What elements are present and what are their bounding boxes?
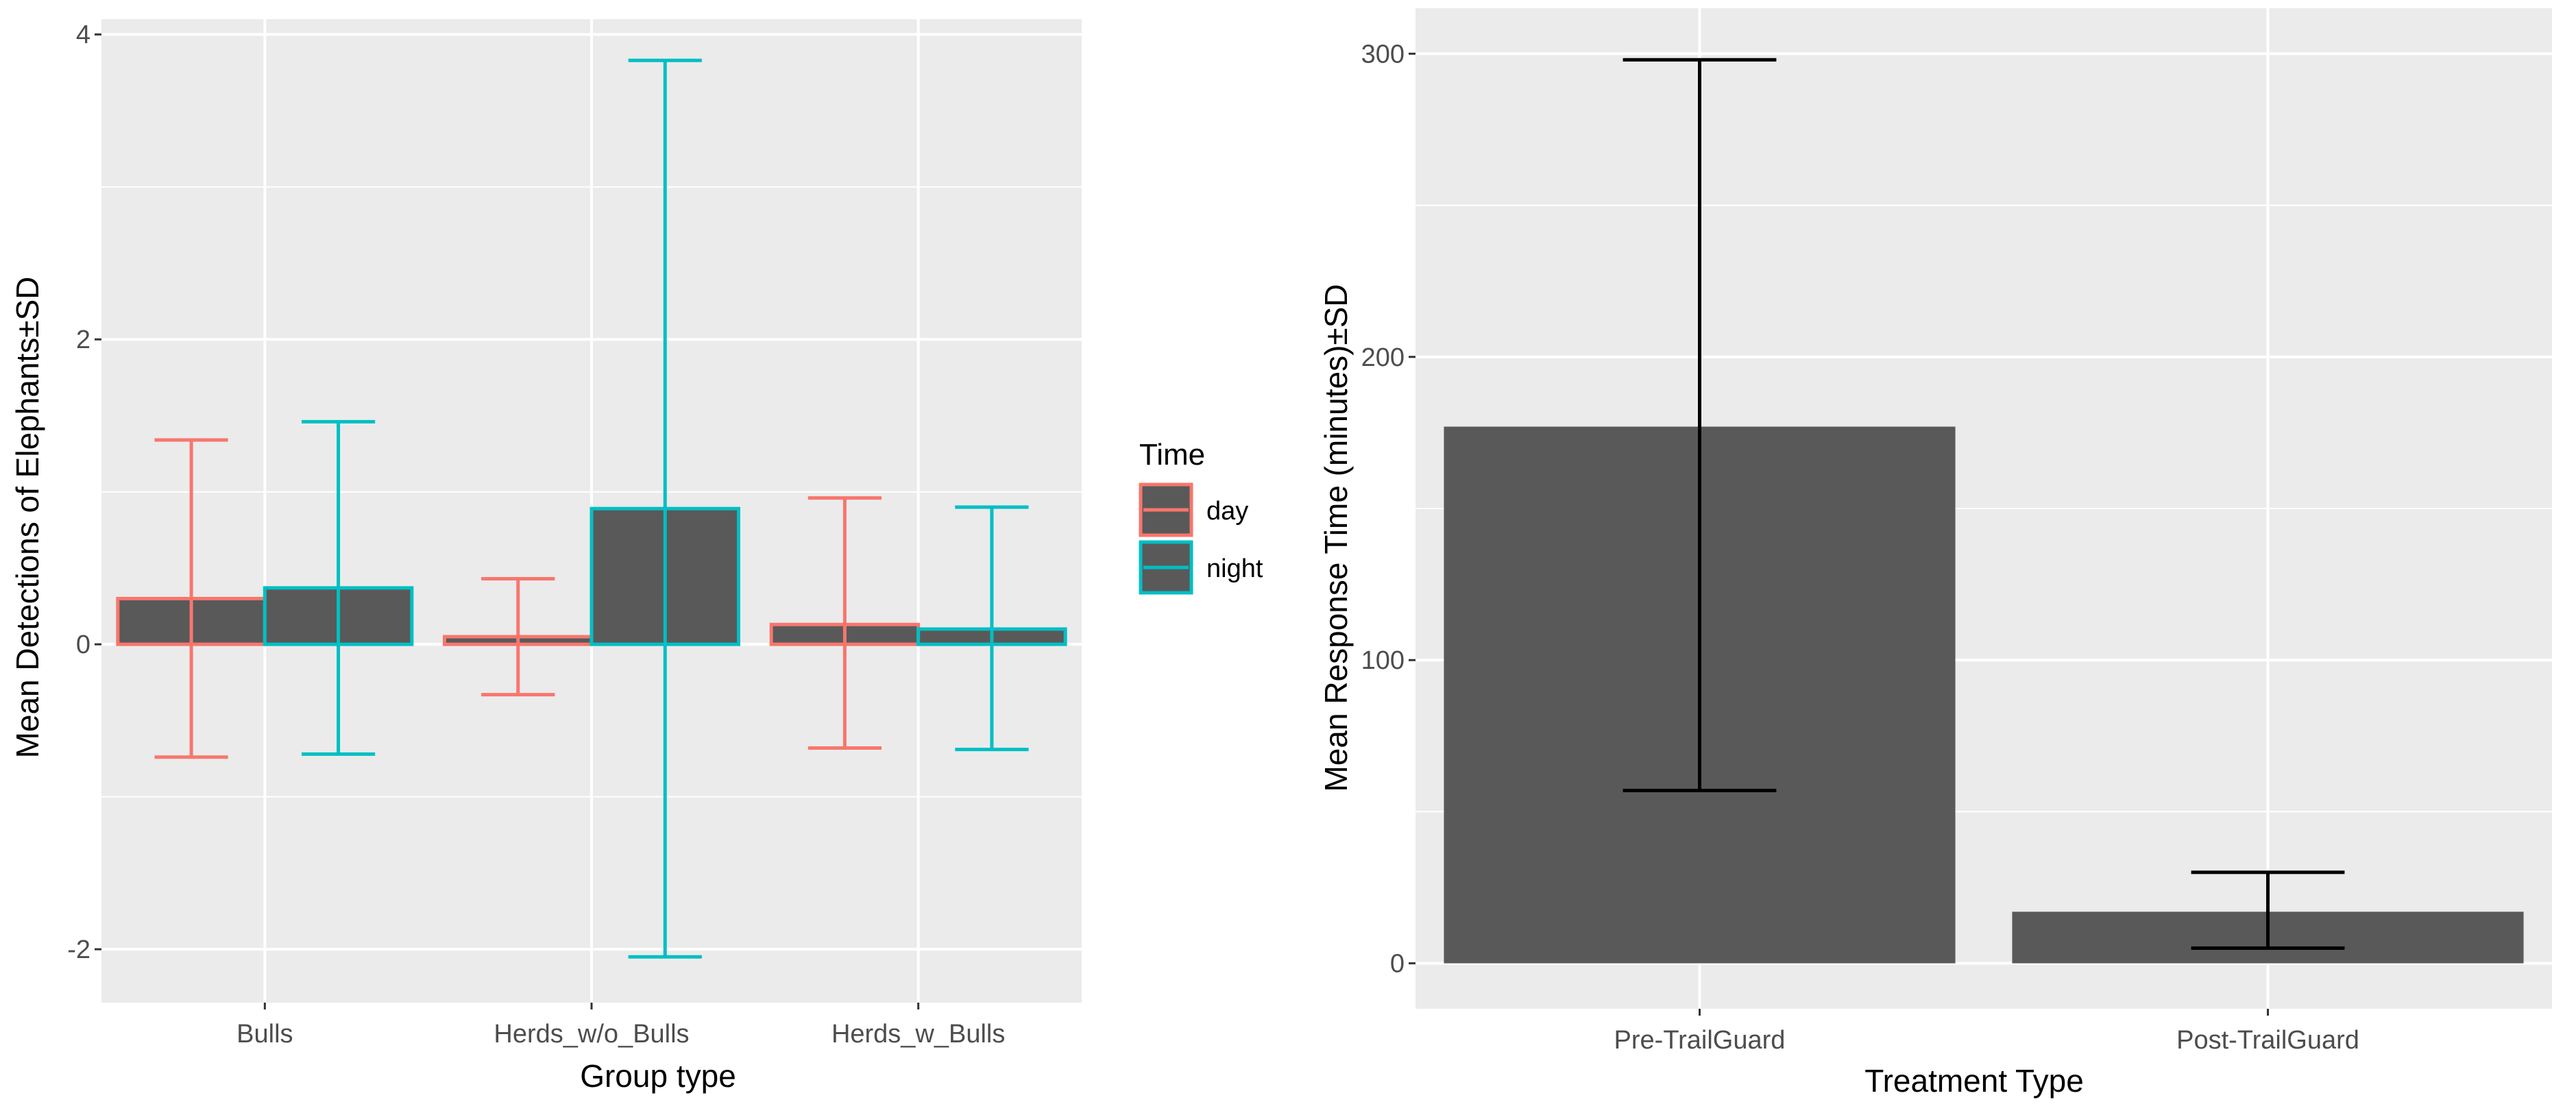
error-bar-post-trailguard (2191, 870, 2345, 951)
legend-item-night: night (1139, 540, 1263, 595)
x-tick-label-herds-w-o-bulls: Herds_w/o_Bulls (494, 1020, 689, 1049)
error-bar-day-bulls (154, 438, 228, 759)
y-axis-title: Mean Response Time (minutes)±SD (1318, 284, 1354, 792)
x-tick-label-pre-trailguard: Pre-TrailGuard (1614, 1026, 1786, 1055)
legend: Time day night (1139, 438, 1263, 595)
y-tick-label: -2 (67, 935, 90, 964)
error-bar-night-herds-w-bulls (955, 505, 1029, 752)
x-axis-title: Group type (580, 1058, 736, 1094)
error-bars (1623, 58, 2345, 951)
x-tick-label-post-trailguard: Post-TrailGuard (2176, 1026, 2359, 1055)
y-tick-label: 300 (1361, 40, 1405, 69)
y-tick-label: 4 (76, 21, 90, 49)
legend-label: day (1206, 497, 1248, 526)
legend-title: Time (1139, 438, 1205, 471)
chart-response-time: 0 100 200 300 Pre-TrailGuard Post-TrailGuard… (1318, 8, 2552, 1099)
legend-item-day: day (1139, 482, 1248, 537)
y-tick-label: 2 (76, 326, 90, 354)
error-bar-day-herds-w-bulls (807, 496, 882, 750)
x-tick-label-herds-w-bulls: Herds_w_Bulls (831, 1020, 1005, 1049)
y-tick-label: 200 (1361, 343, 1405, 372)
x-axis-title: Treatment Type (1864, 1063, 2084, 1099)
legend-keys: day night (1139, 482, 1263, 595)
x-ticks: Bulls Herds_w/o_Bulls Herds_w_Bulls (236, 1003, 1005, 1049)
y-tick-label: 100 (1361, 646, 1405, 675)
x-tick-label-bulls: Bulls (236, 1020, 293, 1049)
x-ticks: Pre-TrailGuard Post-TrailGuard (1614, 1009, 2359, 1055)
error-bars (154, 58, 1029, 959)
y-axis-title: Mean Detections of Elephants±SD (10, 277, 45, 759)
error-bar-day-herds-w-o-bulls (481, 577, 555, 697)
error-bar-night-bulls (301, 419, 376, 756)
y-tick-label: 0 (1390, 950, 1405, 979)
y-tick-label: 0 (76, 630, 90, 659)
error-bar-night-herds-w-o-bulls (628, 58, 702, 959)
legend-label: night (1206, 554, 1263, 583)
error-bar-pre-trailguard (1623, 58, 1777, 792)
y-ticks: -2 0 2 4 (67, 21, 101, 964)
y-ticks: 0 100 200 300 (1361, 40, 1415, 979)
